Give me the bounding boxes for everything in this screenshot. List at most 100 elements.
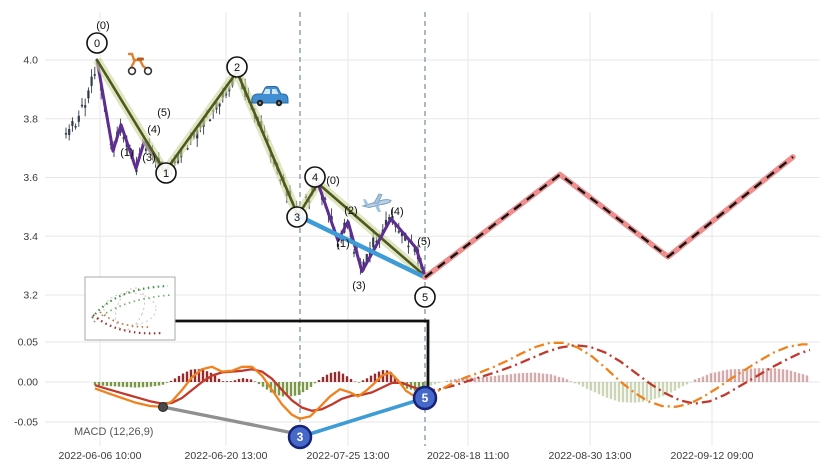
macd-hist-bar — [125, 382, 129, 388]
price-tick-label: 3.8 — [23, 113, 38, 125]
macd-hist-bar — [561, 377, 565, 382]
blue-macd-trendline — [299, 396, 426, 439]
macd-hist-bar — [597, 382, 601, 395]
macd-hist-bar — [457, 378, 461, 382]
macd-hist-bar — [281, 382, 285, 397]
macd-hist-bar — [285, 382, 289, 397]
macd-hist-bar — [121, 382, 125, 387]
inset-connector-line — [175, 319, 430, 391]
subwave-label: (5) — [417, 236, 430, 248]
candle-body — [346, 224, 349, 227]
subwave-label: (5) — [157, 107, 170, 119]
macd-hist-bar — [497, 375, 501, 382]
x-tick-label: 2022-07-25 13:00 — [307, 450, 390, 462]
subwave-label: (4) — [390, 206, 403, 218]
subwave-label: (0) — [326, 175, 339, 187]
car-wheel-hub — [258, 101, 262, 105]
macd-hist-bar — [473, 377, 477, 382]
wave-circle — [226, 56, 248, 78]
wave-circle — [304, 166, 326, 188]
scooter-icon — [127, 52, 153, 76]
wave-circle — [155, 162, 177, 184]
macd-hist-bar — [181, 373, 185, 382]
macd-hist-bar — [337, 371, 341, 382]
macd-hist-bar — [637, 382, 641, 403]
macd-hist-bar — [681, 382, 685, 387]
macd-hist-bar — [741, 368, 745, 382]
subwave-label: (4) — [147, 124, 160, 136]
macd-hist-bar — [617, 382, 621, 402]
macd-hist-bar — [665, 382, 669, 395]
macd-hist-bar — [761, 368, 765, 382]
macd-hist-bar — [621, 382, 625, 403]
macd-hist-bar — [641, 382, 645, 402]
candle-body — [388, 217, 391, 220]
macd-hist-bar — [529, 372, 533, 382]
macd-hist-bar — [321, 376, 325, 382]
macd-hist-bar — [541, 373, 545, 382]
macd-hist-bar — [481, 376, 485, 382]
macd-hist-bar — [569, 381, 573, 382]
macd-hist-bar — [385, 370, 389, 382]
car-wheel-hub — [277, 101, 281, 105]
candle-body — [352, 252, 356, 254]
candle-body — [365, 253, 368, 263]
macd-hist-bar — [729, 369, 733, 382]
macd-hist-bar — [753, 368, 757, 382]
car-windows — [263, 89, 279, 94]
candle-body — [80, 104, 84, 107]
macd-hist-bar — [609, 382, 613, 400]
subwave-label: (3) — [142, 152, 155, 164]
macd-hist-bar — [133, 382, 137, 388]
candle-body — [144, 147, 148, 151]
macd-hist-bar — [325, 374, 329, 382]
macd-hist-bar — [705, 374, 709, 382]
macd-hist-bar — [349, 378, 353, 382]
macd-hist-bar — [581, 382, 585, 387]
macd-hist-bar — [341, 373, 345, 382]
macd-hist-bar — [493, 375, 497, 382]
wave-circle — [414, 286, 436, 308]
macd-hist-bar — [369, 375, 373, 382]
macd-hist-bar — [709, 373, 713, 382]
macd-marker-circle — [412, 385, 438, 411]
macd-hist-bar — [585, 382, 589, 389]
inset-red-curve — [92, 314, 163, 335]
candle-body — [336, 243, 340, 247]
macd-hist-bar — [521, 372, 525, 382]
wave-circle-number: 3 — [294, 212, 300, 224]
inset-red-curve — [99, 311, 151, 328]
macd-hist-bar — [797, 373, 801, 382]
macd-hist-bar — [505, 374, 509, 382]
macd-hist-bar — [477, 377, 481, 382]
macd-hist-bar — [661, 382, 665, 397]
macd-hist-bar — [533, 372, 537, 382]
wave-circle-marker: 3 — [286, 206, 308, 228]
macd-hist-bar — [489, 376, 493, 382]
macd-settings-label: MACD (12,26,9) — [74, 426, 154, 438]
pink-forecast-dashed-overlay — [424, 156, 794, 279]
macd-hist-bar — [501, 375, 505, 382]
macd-hist-bar — [221, 381, 225, 382]
macd-hist-bar — [101, 382, 105, 386]
macd-hist-bar — [677, 382, 681, 389]
inset-frame — [84, 276, 176, 341]
macd-hist-bar — [525, 372, 529, 382]
macd-hist-bar — [553, 375, 557, 382]
macd-tick-label: 0.05 — [18, 337, 39, 349]
macd-hist-bar — [745, 368, 749, 382]
macd-marker-number: 5 — [422, 391, 429, 405]
candle-body — [77, 115, 80, 122]
macd-hist-bar — [393, 376, 397, 382]
macd-hist-bar — [513, 373, 517, 382]
pink-forecast — [422, 154, 796, 281]
macd-hist-bar — [557, 376, 561, 382]
macd-hist-bar — [593, 382, 597, 393]
macd-tick-label: -0.05 — [14, 417, 38, 429]
gray-divergence-line — [162, 405, 299, 436]
macd-hist-bar — [389, 372, 393, 382]
x-tick-label: 2022-09-12 09:00 — [671, 450, 754, 462]
candle-body — [208, 119, 212, 122]
macd-hist-bar — [293, 382, 297, 396]
pattern-inset-thumbnail — [84, 276, 176, 341]
